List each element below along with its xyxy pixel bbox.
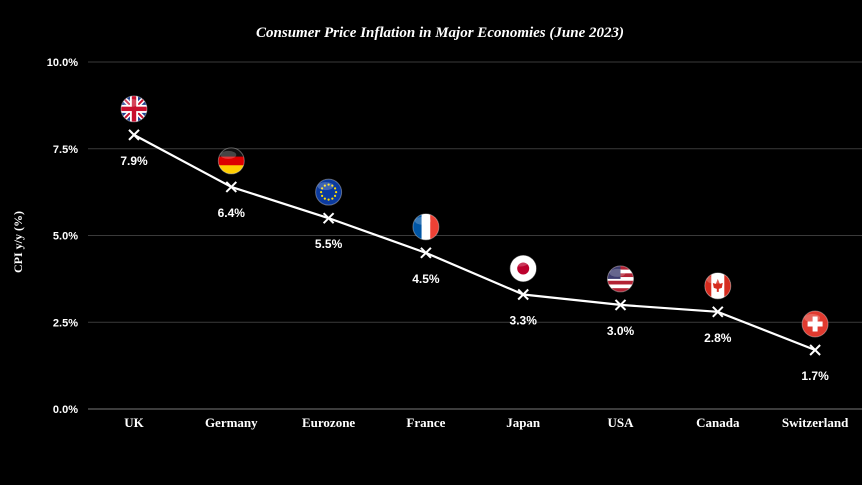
series-polyline (133, 133, 816, 352)
germany-flag-icon (217, 147, 245, 175)
data-point-marker (614, 299, 627, 311)
x-axis-ticks: UK Germany Eurozone France Japan USA Canada Swi… (124, 415, 849, 430)
series-line (133, 133, 816, 352)
data-label: 5.5% (315, 237, 343, 251)
data-label: 7.9% (120, 154, 148, 168)
data-point-marker (420, 247, 432, 259)
y-axis-label: CPI y/y (%) (11, 211, 25, 273)
uk-flag-icon (120, 95, 148, 123)
data-label: 3.3% (510, 313, 538, 327)
data-label: 6.4% (218, 206, 246, 220)
data-point-marker (128, 129, 140, 141)
data-label: 1.7% (801, 369, 829, 383)
france-flag-icon (412, 213, 440, 241)
x-tick-label: Eurozone (302, 415, 355, 430)
x-tick-label: Canada (696, 415, 740, 430)
data-label: 2.8% (704, 331, 732, 345)
x-tick-label: USA (607, 415, 634, 430)
data-label: 4.5% (412, 272, 440, 286)
data-point-marker (809, 344, 821, 356)
flag-icons (120, 95, 829, 338)
x-tick-label: Japan (506, 415, 541, 430)
series-markers (128, 129, 821, 356)
switzerland-flag-icon (801, 310, 829, 338)
x-tick-label: UK (124, 415, 144, 430)
y-axis-ticks: 0.0% 2.5% 5.0% 7.5% 10.0% (47, 57, 78, 416)
y-tick-label: 2.5% (53, 317, 78, 329)
data-point-marker (712, 306, 724, 318)
usa-flag-icon (607, 265, 634, 293)
gridlines (88, 61, 862, 410)
data-point-marker (225, 181, 238, 193)
y-tick-label: 10.0% (47, 57, 78, 69)
data-point-marker (322, 212, 335, 224)
japan-flag-icon (509, 254, 537, 282)
data-label: 3.0% (607, 324, 635, 338)
x-tick-label: Switzerland (782, 415, 849, 430)
chart-title: Consumer Price Inflation in Major Econom… (256, 25, 624, 41)
data-labels: 7.9% 6.4% 5.5% 4.5% 3.3% 3.0% 2.8% 1.7% (120, 154, 829, 383)
canada-flag-icon (704, 272, 732, 300)
x-tick-label: France (406, 415, 445, 430)
x-tick-label: Germany (205, 415, 258, 430)
y-tick-label: 5.0% (53, 231, 78, 243)
y-tick-label: 0.0% (53, 404, 78, 416)
y-tick-label: 7.5% (53, 144, 78, 156)
data-point-marker (517, 288, 529, 301)
eu-flag-icon (315, 178, 343, 206)
